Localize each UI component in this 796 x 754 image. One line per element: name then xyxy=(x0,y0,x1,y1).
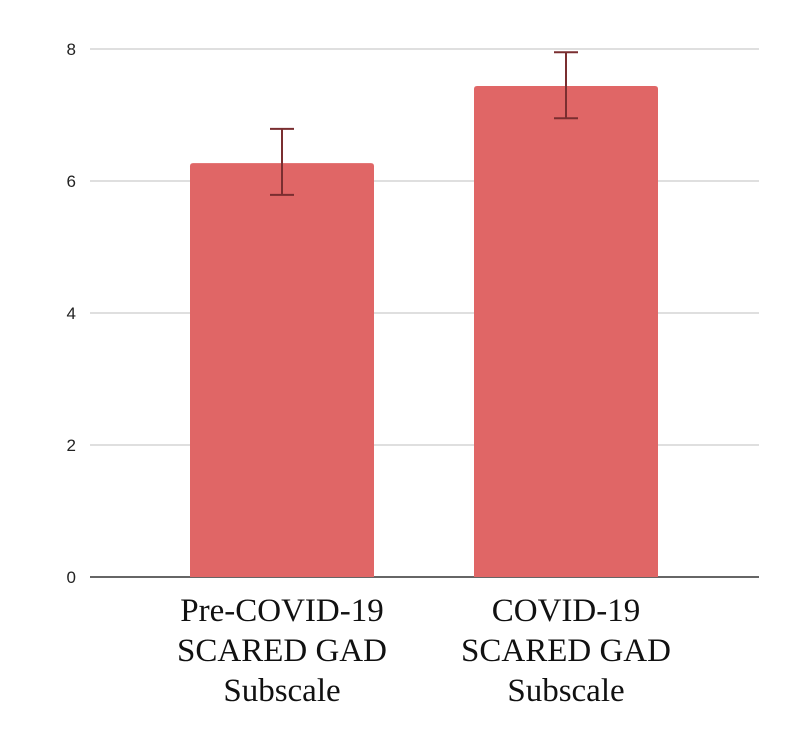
x-category-label: Pre-COVID-19 xyxy=(180,593,383,629)
y-tick-label: 8 xyxy=(67,40,76,59)
x-category-label: Subscale xyxy=(223,673,340,709)
error-bar xyxy=(554,51,578,120)
x-category-label: SCARED GAD xyxy=(461,633,671,669)
y-tick-label: 4 xyxy=(67,304,76,323)
y-tick-label: 6 xyxy=(67,172,76,191)
x-category-label: COVID-19 xyxy=(492,593,640,629)
x-category-label: Subscale xyxy=(507,673,624,709)
x-category-label: SCARED GAD xyxy=(177,633,387,669)
y-tick-label: 2 xyxy=(67,436,76,455)
bar xyxy=(474,85,658,578)
bar xyxy=(190,163,374,577)
error-bar xyxy=(270,127,294,196)
y-tick-label: 0 xyxy=(67,568,76,587)
